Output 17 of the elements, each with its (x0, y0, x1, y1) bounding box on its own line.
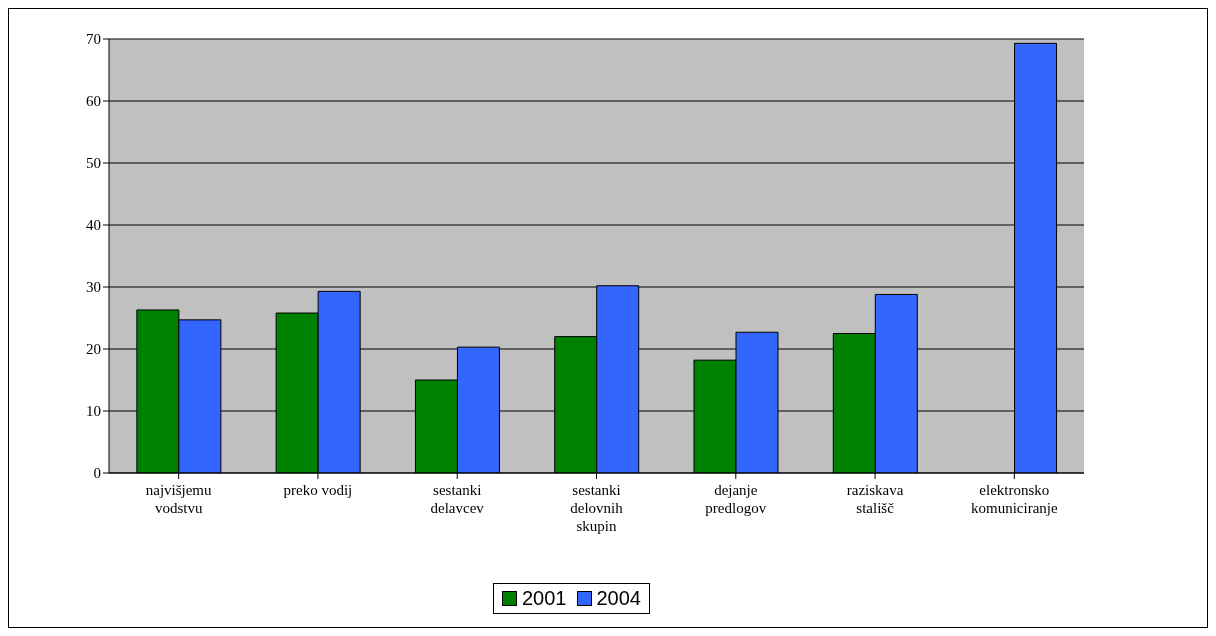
legend-label: 2004 (596, 587, 641, 610)
y-tick-label: 10 (86, 403, 101, 420)
x-tick-label: preko vodij (283, 482, 353, 498)
y-tick-label: 50 (86, 155, 101, 172)
y-tick-label: 0 (93, 465, 101, 482)
y-tick-label: 30 (86, 279, 101, 296)
y-tick-label: 20 (86, 341, 101, 358)
x-tick-label: sestanki delovnih skupin (570, 482, 624, 534)
legend-label: 2001 (522, 587, 567, 610)
x-tick-label: elektronsko komuniciranje (971, 482, 1059, 516)
y-tick-label: 60 (86, 93, 101, 110)
x-tick-label: sestanki delavcev (430, 482, 485, 516)
x-tick-label: najvišjemu vodstvu (145, 482, 213, 516)
y-tick-label: 70 (86, 31, 101, 48)
x-tick-label: dejanje predlogov (705, 482, 767, 516)
x-tick-label: raziskava stališč (846, 482, 904, 516)
y-tick-label: 40 (86, 217, 101, 234)
